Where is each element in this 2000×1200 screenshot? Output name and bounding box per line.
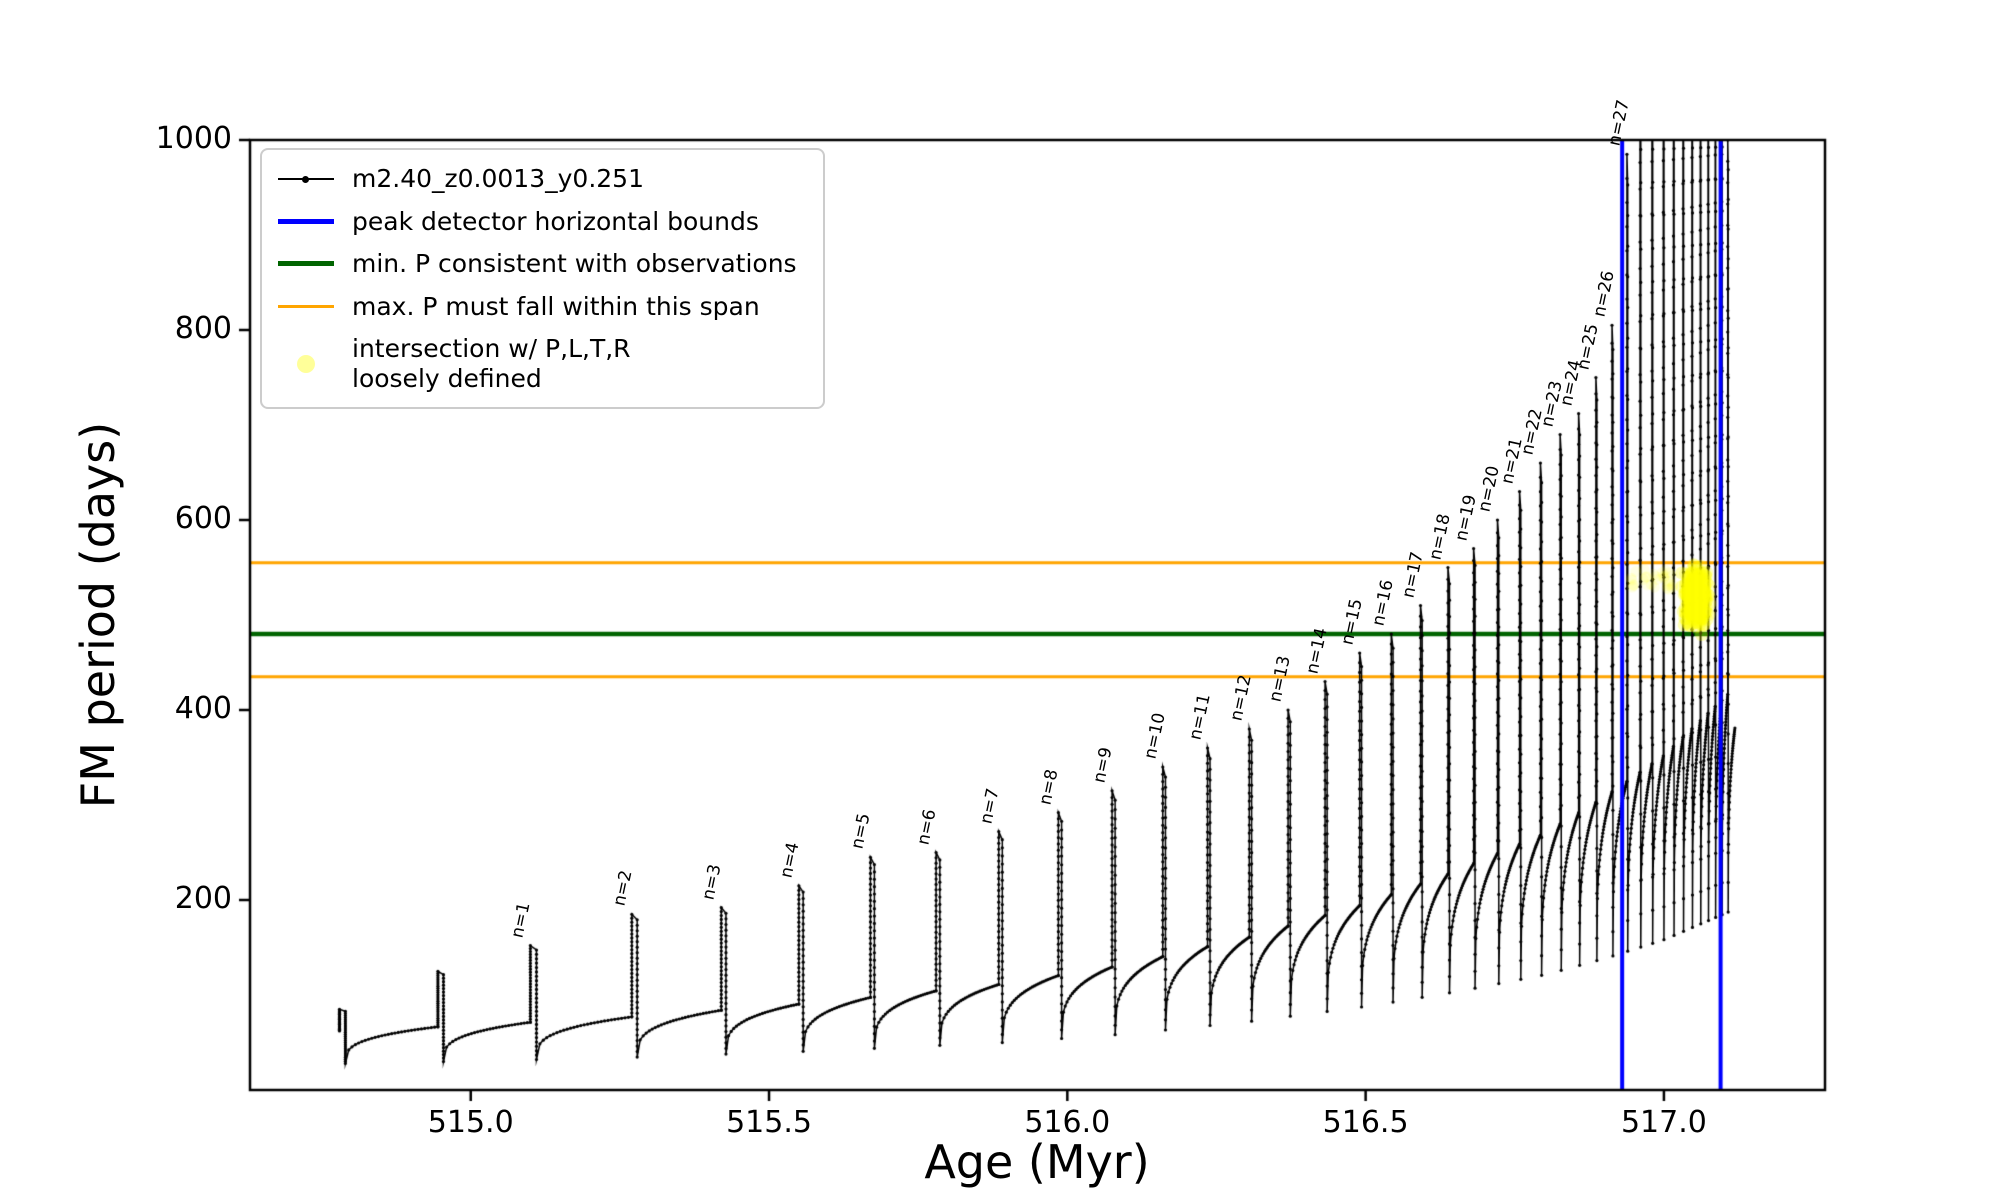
legend-sample-line bbox=[278, 252, 334, 276]
y-tick-label: 200 bbox=[174, 881, 232, 916]
legend-sample-line bbox=[278, 294, 334, 318]
legend-entry-4: intersection w/ P,L,T,R loosely defined bbox=[278, 334, 797, 393]
y-tick-label: 600 bbox=[174, 501, 232, 536]
legend-entry-0: m2.40_z0.0013_y0.251 bbox=[278, 164, 797, 194]
legend-entry-label: peak detector horizontal bounds bbox=[352, 206, 759, 236]
legend-entry-1: peak detector horizontal bounds bbox=[278, 207, 797, 237]
legend-entry-label: max. P must fall within this span bbox=[352, 291, 760, 321]
legend-sample-line bbox=[278, 209, 334, 233]
y-tick-label: 400 bbox=[174, 691, 232, 726]
legend-entry-3: max. P must fall within this span bbox=[278, 292, 797, 322]
y-tick-label: 1000 bbox=[155, 121, 232, 156]
legend-entry-label: intersection w/ P,L,T,R loosely defined bbox=[352, 334, 631, 393]
legend-sample-line bbox=[278, 167, 334, 191]
x-tick-label: 515.0 bbox=[427, 1105, 514, 1140]
x-axis-label: Age (Myr) bbox=[924, 1135, 1150, 1189]
x-tick-label: 515.5 bbox=[726, 1105, 812, 1140]
x-tick-label: 517.0 bbox=[1620, 1105, 1707, 1140]
y-axis-label: FM period (days) bbox=[71, 421, 125, 809]
legend-sample-dot bbox=[278, 352, 334, 376]
x-tick-label: 516.5 bbox=[1322, 1105, 1409, 1140]
legend-entry-2: min. P consistent with observations bbox=[278, 249, 797, 279]
legend-entry-label: m2.40_z0.0013_y0.251 bbox=[352, 164, 644, 193]
y-tick-label: 800 bbox=[174, 311, 232, 346]
x-tick-label: 516.0 bbox=[1024, 1105, 1111, 1140]
legend-entry-label: min. P consistent with observations bbox=[352, 249, 797, 278]
